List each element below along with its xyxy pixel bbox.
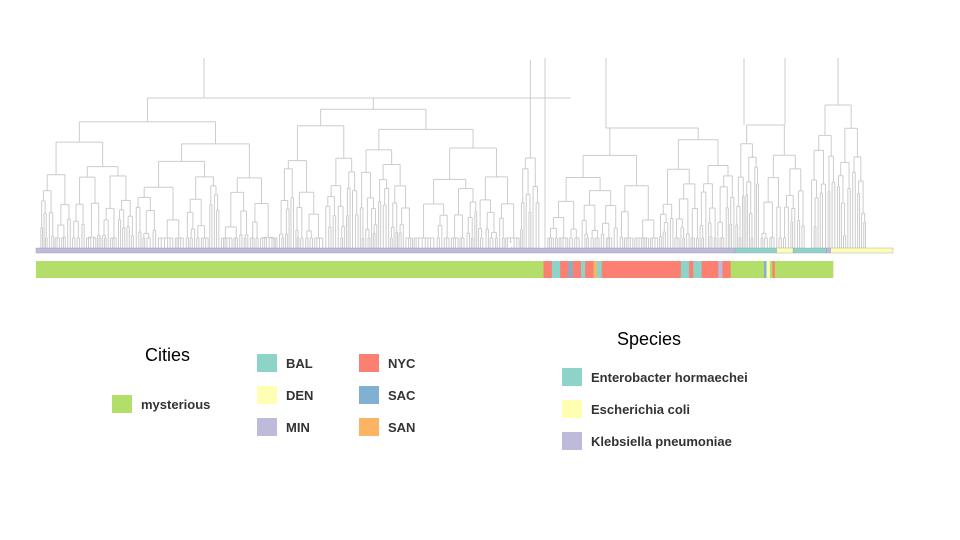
city-strip-segment (36, 261, 544, 278)
city-strip-segment (580, 261, 586, 278)
legend-label-san: SAN (388, 419, 416, 435)
city-strip-segment (701, 261, 719, 278)
city-strip-segment (766, 261, 771, 278)
city-strip-segment (593, 261, 598, 278)
legend-swatch-min (257, 418, 277, 436)
legend-swatch-klebsiella (562, 432, 582, 450)
tip-species-segment (734, 247, 777, 254)
legend-swatch-sac (359, 386, 379, 404)
tip-species-segment (830, 247, 894, 254)
city-strip-segment (551, 261, 561, 278)
city-strip-segment (572, 261, 582, 278)
city-strip-segment (693, 261, 702, 278)
legend-label-klebsiella: Klebsiella pneumoniae (591, 433, 732, 449)
dendrogram (35, 58, 894, 278)
legend-label-bal: BAL (286, 355, 313, 371)
legend-swatch-den (257, 386, 277, 404)
legend-item-mysterious: mysterious (112, 395, 210, 413)
city-strip-segment (560, 261, 569, 278)
legend-label-enterobacter: Enterobacter hormaechei (591, 369, 748, 385)
legend-label-den: DEN (286, 387, 314, 403)
legend-swatch-san (359, 418, 379, 436)
legend-item-klebsiella: Klebsiella pneumoniae (562, 432, 732, 450)
city-strip-segment (680, 261, 690, 278)
legend-item-nyc: NYC (359, 354, 415, 372)
tip-species-segment (826, 247, 831, 254)
city-strip-segment (718, 261, 723, 278)
legend-swatch-nyc (359, 354, 379, 372)
legend-item-den: DEN (257, 386, 313, 404)
city-strip-segment (596, 261, 603, 278)
legend-item-bal: BAL (257, 354, 313, 372)
city-strip-segment (689, 261, 694, 278)
legend-item-enterobacter: Enterobacter hormaechei (562, 368, 748, 386)
city-strip-segment (730, 261, 765, 278)
tip-species-segment (35, 247, 736, 254)
legend-label-mysterious: mysterious (141, 396, 211, 412)
city-color-strip (36, 261, 834, 278)
city-strip-segment (772, 261, 776, 278)
legend-item-san: SAN (359, 418, 415, 436)
legend-label-sac: SAC (388, 387, 416, 403)
legend-label-min: MIN (286, 419, 310, 435)
city-strip-segment (601, 261, 682, 278)
legend-swatch-enterobacter (562, 368, 582, 386)
dendrogram-branches (40, 58, 866, 250)
city-strip-segment (543, 261, 553, 278)
tip-species-segment (776, 247, 794, 254)
city-strip-segment (568, 261, 573, 278)
city-strip-segment (769, 261, 773, 278)
tip-species-segment (792, 247, 827, 254)
legend-swatch-bal (257, 354, 277, 372)
city-strip-segment (764, 261, 767, 278)
legend-swatch-ecoli (562, 400, 582, 418)
species-legend-title: Species (617, 329, 682, 349)
legend-item-sac: SAC (359, 386, 415, 404)
tip-species-strip (35, 247, 894, 254)
legend-label-ecoli: Escherichia coli (591, 401, 690, 417)
city-strip-segment (722, 261, 732, 278)
city-strip-segment (585, 261, 594, 278)
city-strip-segment (774, 261, 834, 278)
legend-label-nyc: NYC (388, 355, 416, 371)
legend-swatch-mysterious (112, 395, 132, 413)
legend-item-ecoli: Escherichia coli (562, 400, 690, 418)
cities-legend-title: Cities (145, 345, 191, 365)
legend-item-min: MIN (257, 418, 310, 436)
